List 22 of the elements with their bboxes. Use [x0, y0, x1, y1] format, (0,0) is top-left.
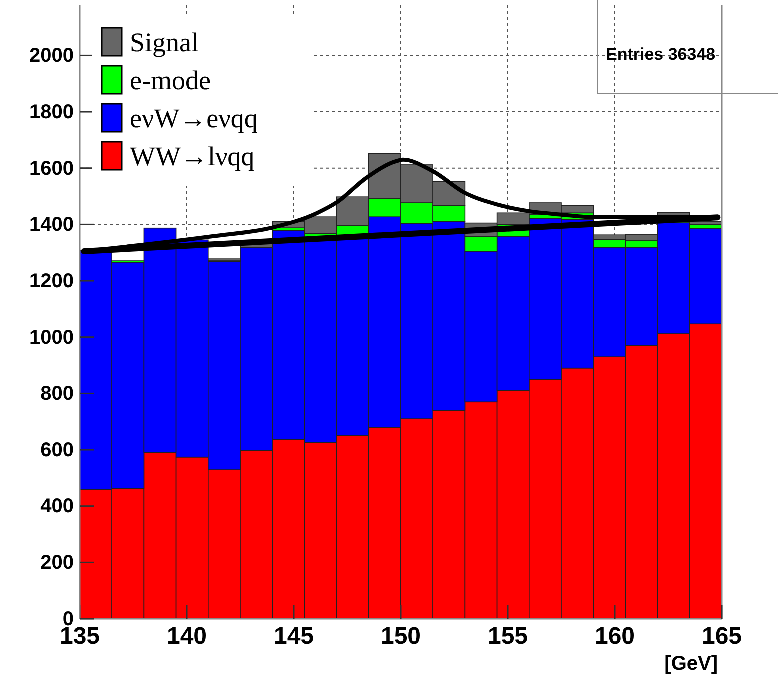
y-tick-label: 1200 [30, 270, 74, 292]
legend-label: eνW→eνqq [130, 103, 258, 134]
y-tick-label: 400 [40, 496, 74, 518]
annotation: Entries 36348 [606, 45, 716, 64]
y-tick-label: 200 [40, 552, 74, 574]
y-tick-label: 1600 [30, 158, 74, 180]
x-tick-label: 160 [594, 623, 636, 650]
legend-label: WW→lνqq [130, 141, 256, 172]
legend-label: e-mode [130, 65, 211, 96]
y-tick-label: 1800 [30, 101, 74, 124]
y-tick-label: 800 [40, 383, 74, 406]
x-tick-label: 145 [274, 623, 314, 650]
x-axis-title: [GeV] [664, 653, 718, 675]
y-tick-label: 1000 [30, 326, 74, 349]
x-tick-label: 140 [166, 623, 208, 650]
y-tick-label: 1400 [30, 214, 74, 236]
legend-label: Signal [130, 27, 200, 58]
x-tick-label: 165 [702, 623, 742, 650]
x-tick-label: 150 [380, 623, 422, 650]
x-tick-label: 155 [488, 623, 528, 650]
y-tick-label: 600 [40, 439, 74, 462]
y-tick-label: 2000 [30, 45, 74, 68]
